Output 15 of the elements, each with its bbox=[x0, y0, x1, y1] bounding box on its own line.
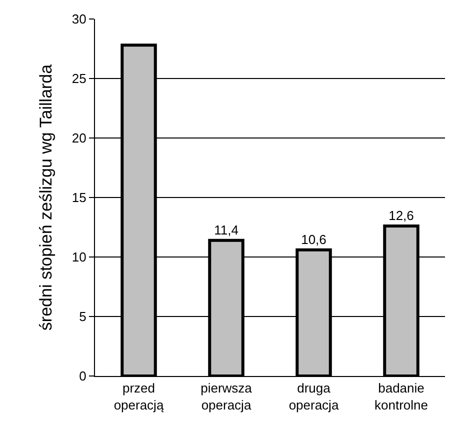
y-tick-label: 25 bbox=[72, 71, 86, 86]
y-tick-label: 30 bbox=[72, 12, 86, 27]
y-tick-label: 15 bbox=[72, 190, 86, 206]
y-tick-label: 10 bbox=[72, 250, 86, 265]
x-tick-label: badanie kontrolne bbox=[374, 380, 428, 412]
y-axis-title: średni stopień ześlizgu wg Taillarda bbox=[36, 64, 56, 331]
data-label: 12,6 bbox=[388, 208, 414, 224]
x-tick-label: pierwsza operacja bbox=[200, 380, 253, 412]
y-tick-label: 20 bbox=[72, 130, 86, 146]
data-label: 11,4 bbox=[214, 222, 238, 238]
y-tick-label: 5 bbox=[79, 309, 86, 324]
data-label: 10,6 bbox=[301, 232, 326, 247]
x-tick-label: przed operacją bbox=[114, 380, 164, 412]
x-tick-label: druga operacja bbox=[288, 380, 340, 412]
y-tick-label: 0 bbox=[79, 368, 86, 384]
